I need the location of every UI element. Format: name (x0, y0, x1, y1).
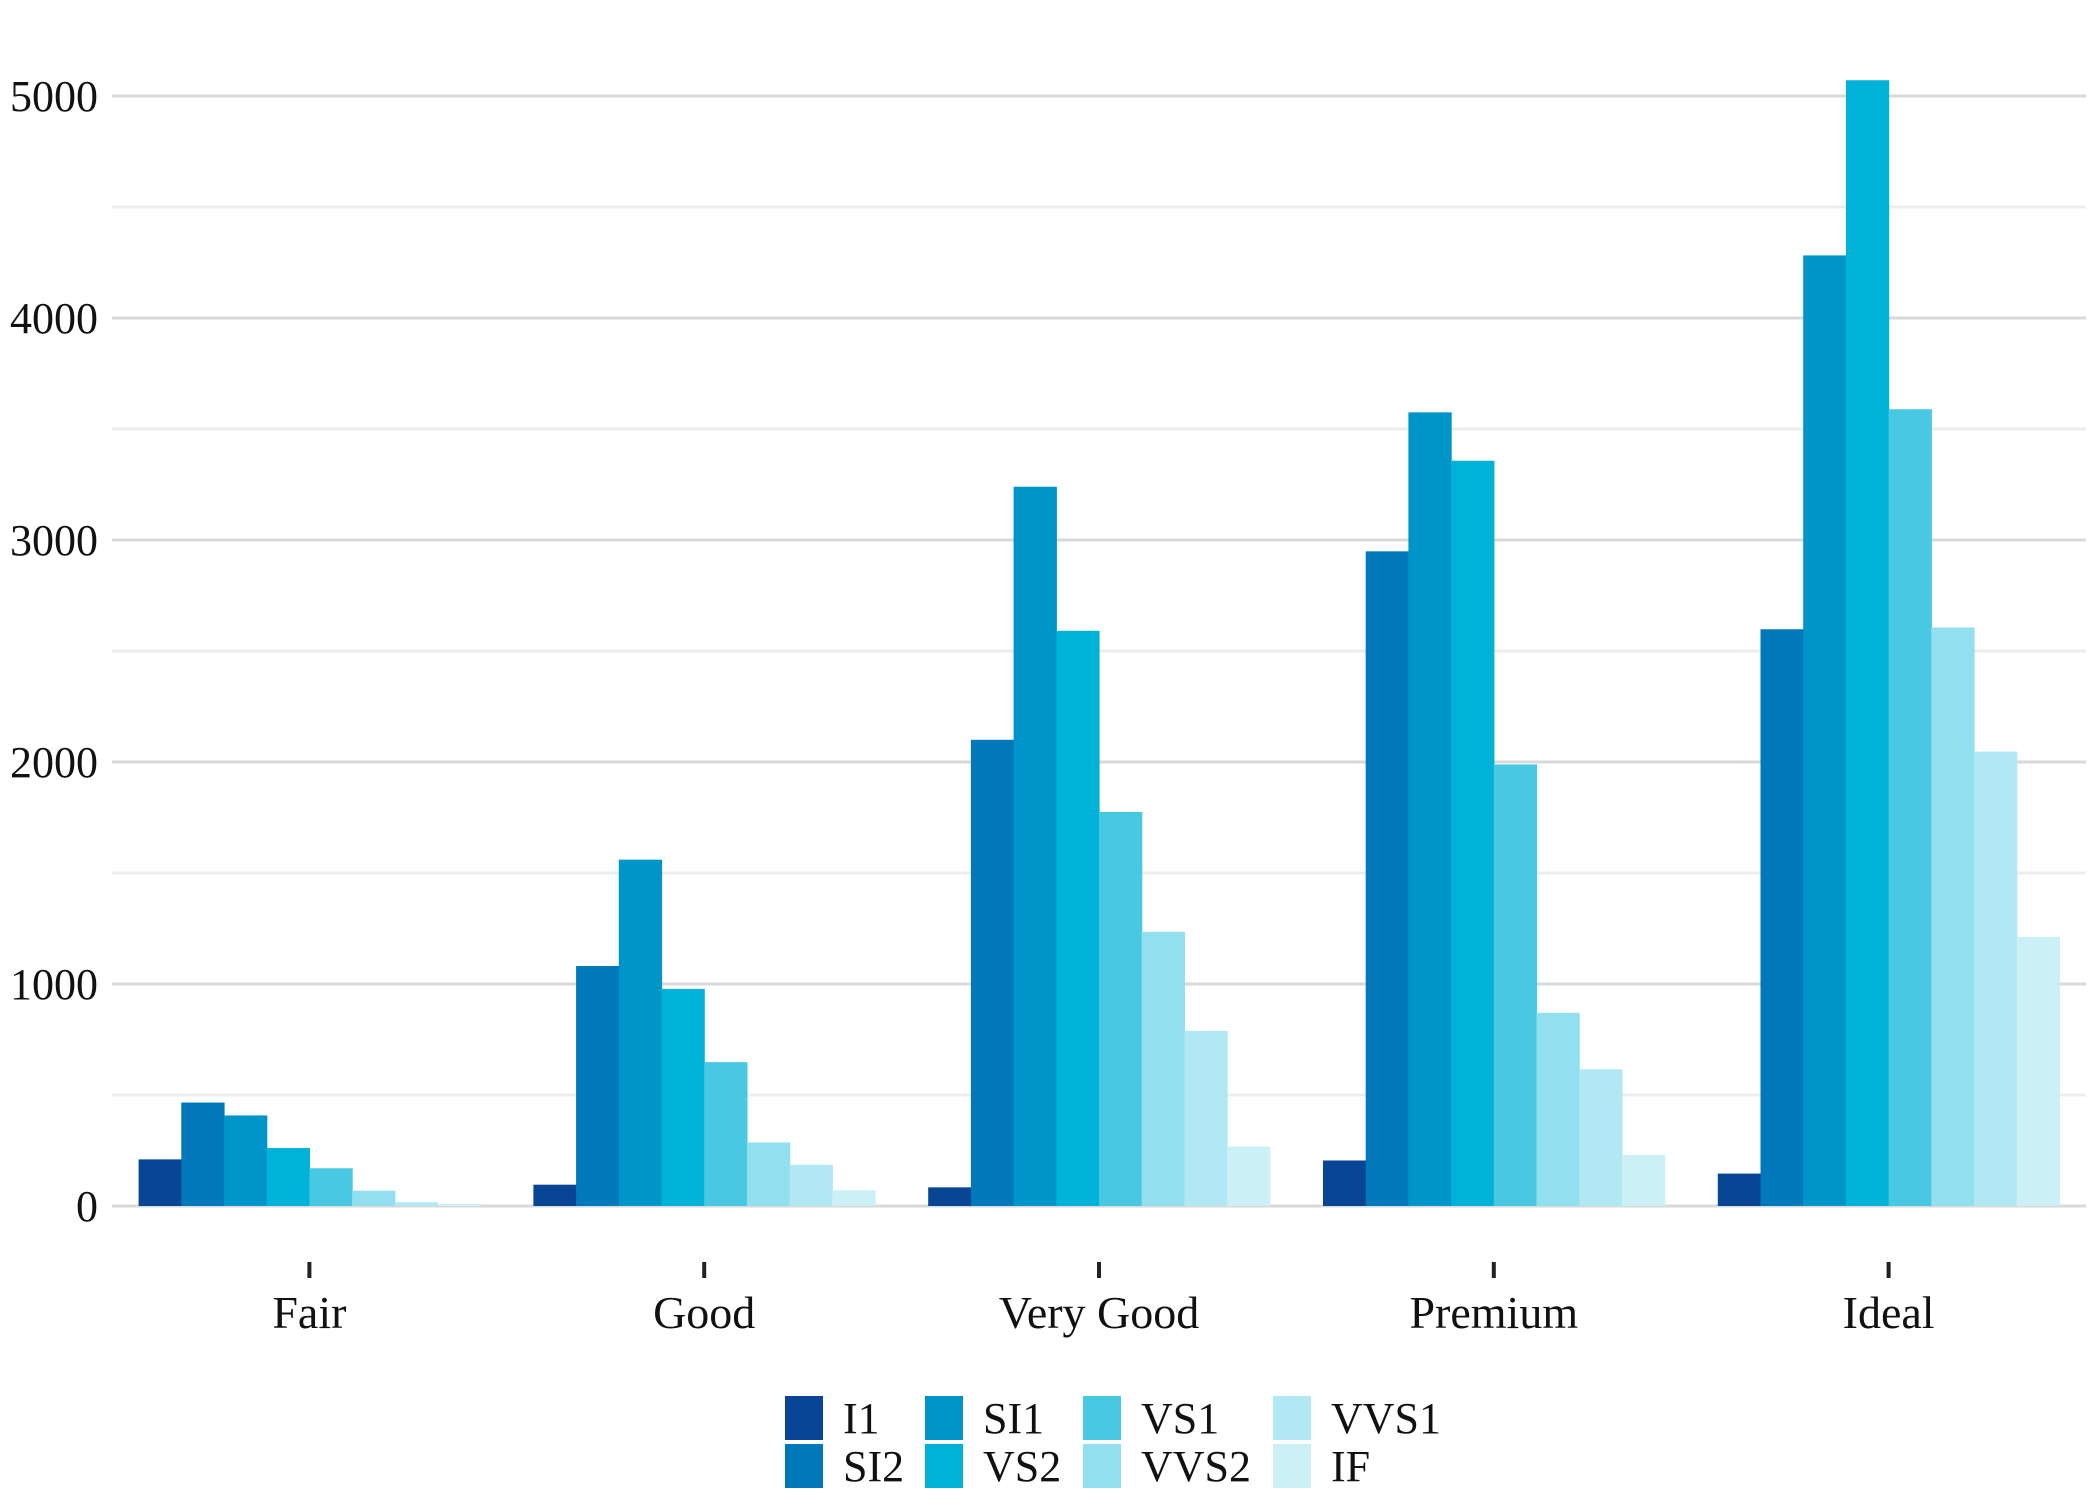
bar-vs2-very-good (1056, 630, 1100, 1206)
bar-vvs2-ideal (1931, 627, 1975, 1206)
bar-si1-very-good (1013, 486, 1057, 1207)
bar-vs2-premium (1451, 460, 1495, 1207)
bar-if-ideal (2016, 936, 2060, 1206)
bars (138, 80, 2060, 1207)
bar-si2-fair (181, 1102, 225, 1206)
legend-swatch-si2 (785, 1444, 823, 1488)
bar-vvs2-good (746, 1142, 791, 1206)
bar-vvs2-very-good (1141, 931, 1185, 1206)
legend-swatch-vs1 (1083, 1396, 1121, 1440)
legend-label-if: IF (1331, 1442, 1370, 1491)
y-tick-label: 4000 (10, 294, 98, 343)
y-tick-label: 0 (76, 1182, 98, 1231)
bar-si1-ideal (1803, 255, 1847, 1206)
y-axis: 0 1000 2000 3000 4000 5000 (10, 72, 98, 1231)
legend-label-i1: I1 (843, 1394, 880, 1443)
bar-vs1-very-good (1099, 811, 1143, 1206)
legend-swatch-i1 (785, 1396, 823, 1440)
legend-label-si2: SI2 (843, 1442, 904, 1491)
y-tick-label: 5000 (10, 72, 98, 121)
x-tick-label: Ideal (1843, 1287, 1935, 1338)
bar-vs1-fair (309, 1168, 353, 1206)
legend-swatch-si1 (925, 1396, 963, 1440)
legend-label-vs1: VS1 (1141, 1394, 1219, 1443)
bar-vs2-ideal (1845, 80, 1890, 1206)
bar-si1-premium (1408, 412, 1452, 1207)
y-tick-label: 2000 (10, 738, 98, 787)
bar-vs1-ideal (1888, 409, 1932, 1206)
bar-vs1-premium (1493, 764, 1538, 1206)
legend-swatch-if (1273, 1444, 1311, 1488)
x-axis: Fair Good Very Good Premium Ideal (272, 1262, 1935, 1338)
bar-if-fair (437, 1204, 481, 1206)
bar-si2-good (576, 966, 620, 1206)
legend-swatch-vvs1 (1273, 1396, 1311, 1440)
bar-vvs1-very-good (1184, 1030, 1228, 1206)
x-tick-label: Very Good (999, 1287, 1200, 1338)
x-tick-label: Fair (272, 1287, 346, 1338)
bar-i1-ideal (1717, 1173, 1762, 1206)
bar-vvs1-premium (1579, 1069, 1623, 1206)
bar-si2-premium (1365, 551, 1409, 1206)
bar-if-premium (1621, 1154, 1666, 1206)
bar-i1-fair (138, 1159, 182, 1206)
y-tick-label: 1000 (10, 960, 98, 1009)
bar-si1-fair (224, 1115, 268, 1206)
bar-i1-good (533, 1184, 577, 1206)
bar-vvs1-fair (394, 1202, 439, 1206)
legend-label-vvs2: VVS2 (1141, 1442, 1251, 1491)
bar-i1-premium (1323, 1160, 1367, 1206)
bar-vvs1-ideal (1974, 751, 2018, 1206)
bar-si2-very-good (970, 739, 1015, 1206)
bar-si2-ideal (1760, 629, 1804, 1206)
x-tick-label: Good (653, 1287, 755, 1338)
bar-vs2-fair (266, 1148, 310, 1206)
bar-i1-very-good (928, 1187, 972, 1206)
legend-label-vs2: VS2 (983, 1442, 1061, 1491)
bar-vs1-good (704, 1062, 748, 1206)
x-tick-label: Premium (1409, 1287, 1578, 1338)
bar-if-very-good (1227, 1146, 1271, 1206)
bar-vvs2-fair (352, 1190, 396, 1206)
y-tick-label: 3000 (10, 516, 98, 565)
bar-vvs1-good (789, 1164, 833, 1206)
legend-label-si1: SI1 (983, 1394, 1044, 1443)
legend-swatch-vvs2 (1083, 1444, 1121, 1488)
legend-swatch-vs2 (925, 1444, 963, 1488)
legend-label-vvs1: VVS1 (1331, 1394, 1441, 1443)
bar-if-good (832, 1190, 876, 1206)
bar-vs2-good (661, 988, 705, 1206)
bar-vvs2-premium (1536, 1012, 1580, 1206)
bar-si1-good (618, 859, 663, 1206)
